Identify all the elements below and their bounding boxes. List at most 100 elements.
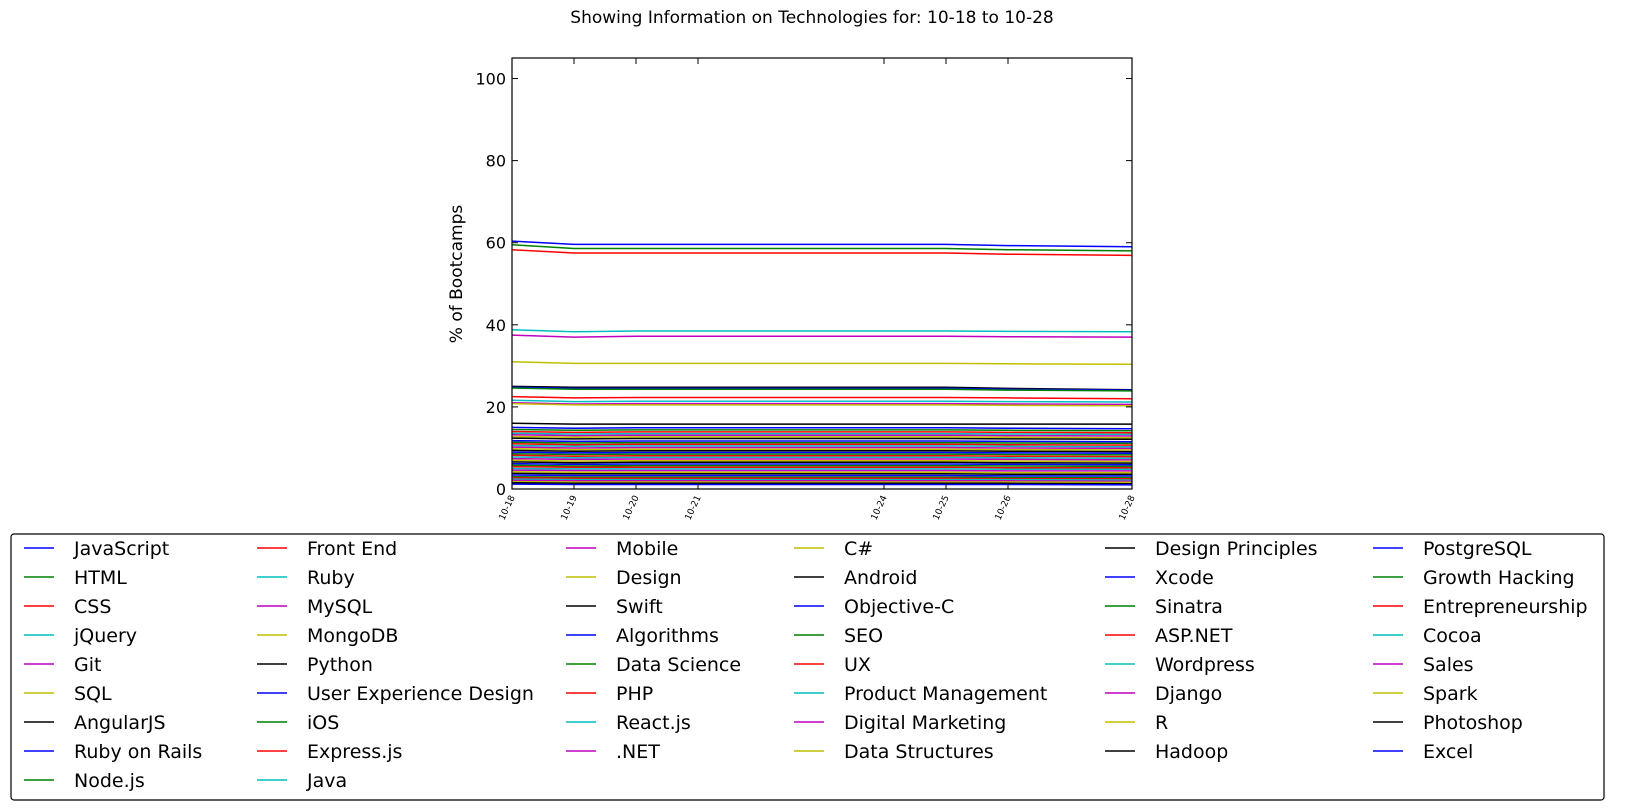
legend-label: MySQL [307,596,373,618]
x-tick-label: 10-25 [932,494,952,522]
series-line-17 [511,432,1133,436]
legend-label: PHP [616,683,653,705]
legend-label: Ruby on Rails [74,741,202,763]
legend-label: Express.js [307,741,402,763]
series-line-8 [511,387,1133,392]
x-tick-label: 10-20 [622,494,642,522]
plot-area-frame [511,57,1133,490]
series-line-37 [511,466,1132,469]
series-line-5 [511,361,1133,365]
legend-label: ASP.NET [1155,625,1233,647]
series-line-33 [511,459,1133,463]
series-line-39 [511,469,1132,472]
legend-label: Swift [616,596,663,618]
series-line-27 [511,449,1133,453]
series-line-16 [511,430,1133,434]
legend-label: HTML [74,567,127,589]
series-line-45 [511,478,1133,481]
legend-label: .NET [616,741,660,763]
series-line-29 [511,452,1133,456]
x-tick-label: 10-19 [560,494,580,522]
legend-label: C# [844,538,873,560]
legend-label: Photoshop [1423,712,1523,734]
legend-label: Excel [1423,741,1473,763]
legend-label: Python [307,654,373,676]
legend-label: User Experience Design [307,683,534,705]
series-line-22 [511,441,1133,445]
legend-label: Data Structures [844,741,994,763]
legend: JavaScript HTML CSS jQuery Git SQL AngularJS Ru… [24,538,1588,792]
series-line-47 [511,480,1133,484]
series-line-12 [511,402,1133,407]
series-line-38 [511,467,1132,471]
legend-label: MongoDB [307,625,398,647]
series-line-13 [511,422,1132,425]
series-line-35 [511,462,1133,466]
series-line-0 [511,240,1133,248]
series-line-36 [511,464,1133,468]
series-line-9 [511,395,1133,400]
series-line-44 [511,477,1132,480]
y-axis-label: % of Bootcamps [447,205,467,344]
legend-label: SEO [844,625,883,647]
series-line-14 [511,426,1133,430]
chart-title: Showing Information on Technologies for:… [570,8,1053,28]
legend-label: CSS [74,596,111,618]
series-line-26 [511,448,1133,451]
series-line-31 [511,456,1133,459]
legend-label: Growth Hacking [1423,567,1575,589]
series-line-46 [511,479,1133,482]
series-line-20 [511,437,1133,441]
series-line-40 [511,471,1132,474]
legend-label: SQL [74,683,112,705]
legend-label: Hadoop [1155,741,1228,763]
series-line-10 [511,399,1133,403]
series-line-15 [511,428,1133,432]
legend-label: jQuery [73,625,137,647]
legend-label: AngularJS [74,712,166,734]
legend-label: PostgreSQL [1423,538,1532,560]
legend-label: Objective-C [844,596,954,618]
series-line-32 [511,457,1133,461]
series-line-23 [511,443,1133,446]
series-line-48 [511,482,1133,485]
y-tick-label: 100 [475,70,506,89]
y-tick-label: 0 [496,480,506,499]
legend-label: Wordpress [1155,654,1255,676]
series-line-42 [511,474,1132,477]
series-line-7 [511,386,1133,391]
series-line-11 [511,402,1133,406]
series-line-4 [511,334,1133,338]
series-line-28 [511,451,1133,455]
legend-label: Node.js [74,770,145,792]
legend-label: Design Principles [1155,538,1318,560]
legend-label: JavaScript [73,538,169,560]
legend-label: Entrepreneurship [1423,596,1588,618]
series-line-34 [511,461,1133,464]
legend-label: R [1155,712,1168,734]
legend-label: Sales [1423,654,1474,676]
series-line-6 [511,385,1133,391]
legend-label: Design [616,567,682,589]
y-tick-label: 40 [486,316,506,335]
legend-label: Ruby [307,567,355,589]
legend-label: Front End [307,538,397,560]
x-tick-label: 10-28 [1118,494,1138,522]
legend-label: Spark [1423,683,1478,705]
series-line-19 [511,435,1133,439]
series-line-49 [511,483,1133,486]
legend-label: Digital Marketing [844,712,1006,734]
series-line-43 [511,475,1132,479]
legend-label: Algorithms [616,625,719,647]
series-layer [511,240,1133,486]
series-line-1 [511,244,1133,252]
legend-label: UX [844,654,871,676]
legend-label: Cocoa [1423,625,1482,647]
series-line-21 [511,439,1133,443]
y-tick-label: 20 [486,398,506,417]
legend-box [10,533,1605,801]
legend-label: Product Management [844,683,1047,705]
x-tick-label: 10-24 [870,494,890,522]
legend-label: Django [1155,683,1222,705]
